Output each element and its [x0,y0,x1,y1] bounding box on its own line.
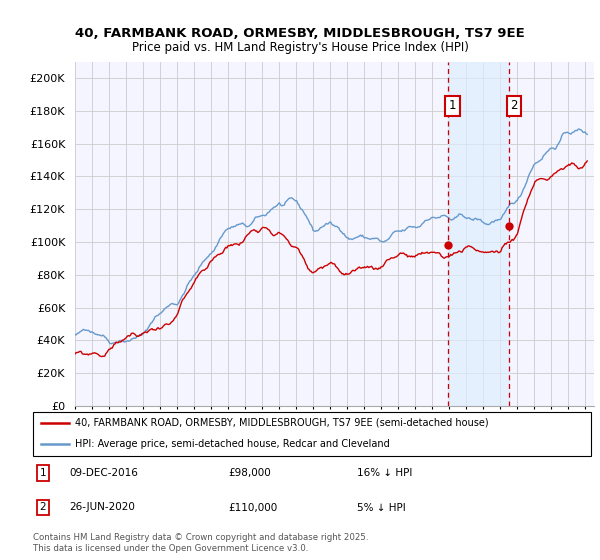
Text: 1: 1 [40,468,46,478]
Text: 40, FARMBANK ROAD, ORMESBY, MIDDLESBROUGH, TS7 9EE (semi-detached house): 40, FARMBANK ROAD, ORMESBY, MIDDLESBROUG… [75,418,488,428]
FancyBboxPatch shape [33,412,591,456]
Text: 16% ↓ HPI: 16% ↓ HPI [356,468,412,478]
Text: 2: 2 [510,99,518,113]
Text: Price paid vs. HM Land Registry's House Price Index (HPI): Price paid vs. HM Land Registry's House … [131,40,469,54]
Text: 5% ↓ HPI: 5% ↓ HPI [356,502,406,512]
Bar [448,62,509,406]
Text: 1: 1 [449,99,457,113]
Text: Contains HM Land Registry data © Crown copyright and database right 2025.
This d: Contains HM Land Registry data © Crown c… [33,533,368,553]
Text: £110,000: £110,000 [229,502,278,512]
Text: 2: 2 [40,502,46,512]
Text: 26-JUN-2020: 26-JUN-2020 [69,502,135,512]
Text: £98,000: £98,000 [229,468,271,478]
Text: 40, FARMBANK ROAD, ORMESBY, MIDDLESBROUGH, TS7 9EE: 40, FARMBANK ROAD, ORMESBY, MIDDLESBROUG… [75,27,525,40]
Text: 09-DEC-2016: 09-DEC-2016 [69,468,138,478]
Text: HPI: Average price, semi-detached house, Redcar and Cleveland: HPI: Average price, semi-detached house,… [75,439,389,449]
